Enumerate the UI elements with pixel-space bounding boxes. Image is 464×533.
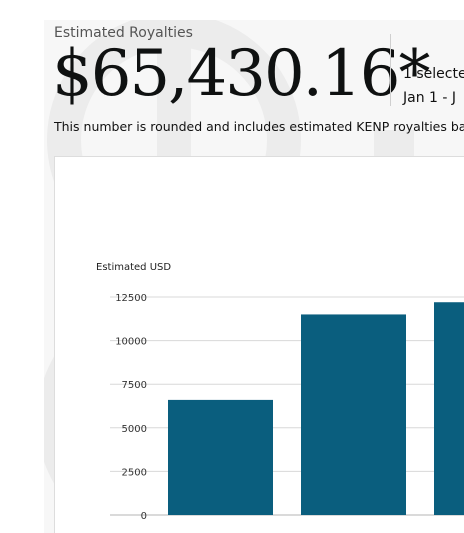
y-tick-label: 7500 bbox=[122, 380, 147, 391]
y-axis-title: Estimated USD bbox=[96, 262, 171, 273]
royalties-amount: $65,430.16* bbox=[52, 37, 430, 111]
royalties-chart: Estimated USD 0 2500 5000 7500 10000 12500 bbox=[54, 156, 464, 533]
y-tick-label: 10000 bbox=[115, 337, 147, 348]
y-tick-label: 5000 bbox=[122, 424, 147, 435]
y-tick-label: 2500 bbox=[122, 467, 147, 478]
rounding-note: This number is rounded and includes esti… bbox=[54, 119, 464, 134]
date-range[interactable]: Jan 1 - J bbox=[403, 90, 457, 106]
y-tick-label: 12500 bbox=[115, 293, 147, 304]
y-tick-label: 0 bbox=[141, 511, 147, 522]
header-divider bbox=[390, 34, 391, 106]
bar[interactable] bbox=[168, 399, 273, 515]
bar[interactable] bbox=[301, 314, 406, 515]
estimated-royalties-label: Estimated Royalties bbox=[54, 25, 193, 41]
selection-summary[interactable]: 1 selecte bbox=[403, 66, 464, 82]
bar-chart: Estimated USD 0 2500 5000 7500 10000 12500 bbox=[96, 262, 464, 522]
royalties-panel: Estimated Royalties $65,430.16* 1 select… bbox=[44, 20, 464, 533]
bar[interactable] bbox=[434, 302, 464, 515]
